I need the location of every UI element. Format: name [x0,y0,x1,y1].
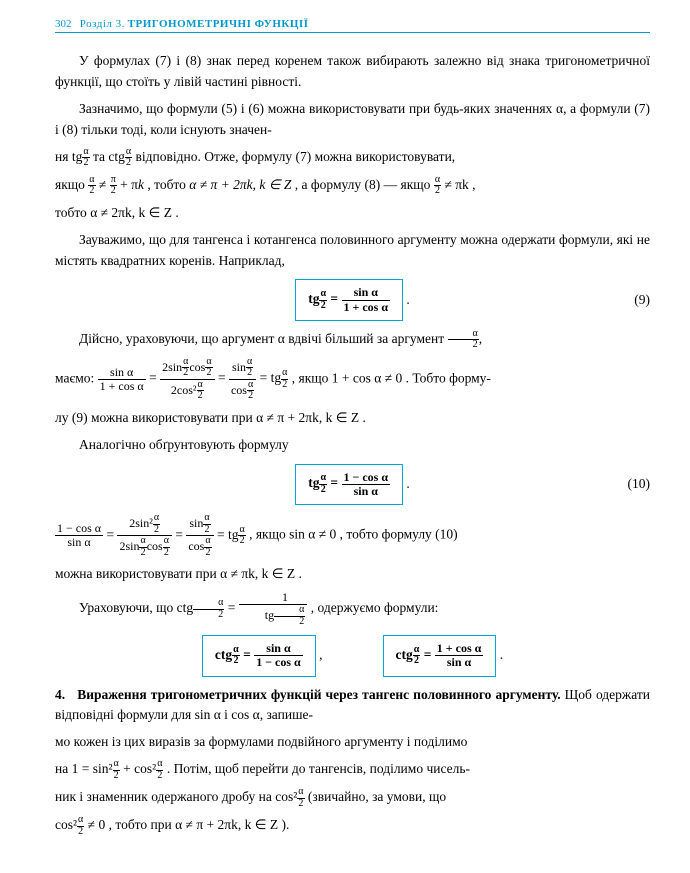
para-8: Аналогічно обґрунтовують формулу [55,435,650,456]
text: , якщо [292,370,332,385]
math-a2: α2 [448,329,479,351]
text: можна використовувати при [55,566,220,581]
eq9-lhs: tgα2 = sin α1 + cos α [308,291,390,306]
math-cond1b: α ≠ π + 2πk, k ∈ Z [189,177,291,192]
section-title: ТРИГОНОМЕТРИЧНІ ФУНКЦІЇ [128,18,309,30]
final-cond: α ≠ π + 2πk, k ∈ Z [175,817,278,832]
page-header: 302 Розділ 3. ТРИГОНОМЕТРИЧНІ ФУНКЦІЇ [55,18,650,33]
one-eq: 1 = sin²α2 + cos²α2 [72,761,167,776]
sec4-d: ник і знаменник одержаного дробу на cos²… [55,787,650,809]
text: маємо: [55,370,98,385]
text: . [362,410,365,425]
section-prefix: Розділ 3. [80,18,125,30]
para-2b: ня tgα2 та ctgα2 відповідно. Отже, форму… [55,147,650,169]
text: ня [55,149,72,164]
math-cond2: α2 ≠ πk [434,177,472,192]
text: . Потім, щоб перейти до тангенсів, поділ… [167,761,470,776]
para-6: маємо: sin α1 + cos α = 2sinα2cosα2 2cos… [55,357,650,402]
section-4: 4. Вираження тригонометричних функцій че… [55,685,650,727]
text: Дійсно, ураховуючи, що аргумент α вдвічі… [79,331,448,346]
para-3b: тобто α ≠ 2πk, k ∈ Z . [55,203,650,224]
sec4-num: 4. [55,687,65,702]
chain9-cond: 1 + cos α ≠ 0 [332,370,402,385]
sec4-c: на 1 = sin²α2 + cos²α2 . Потім, щоб пере… [55,759,650,781]
math-cond3: α ≠ 2πk, k ∈ Z [90,205,172,220]
eq10-number: (10) [628,474,651,495]
text: лу (9) можна використовувати при [55,410,256,425]
ctg-def: ctgα2 = 1 tgα2 [177,600,311,615]
text: , тобто [147,177,189,192]
para-9: 1 − cos αsin α = 2sin²α2 2sinα2cosα2 = s… [55,513,650,558]
text: , якщо [249,527,289,542]
text: тобто [55,205,90,220]
text: , тобто при [109,817,176,832]
para-4: Зауважимо, що для тангенса і котангенса … [55,230,650,272]
chain-9: sin α1 + cos α = 2sinα2cosα2 2cos²α2 = s… [98,370,292,385]
chain-10: 1 − cos αsin α = 2sin²α2 2sinα2cosα2 = s… [55,527,249,542]
text: (звичайно, за умови, що [308,789,446,804]
formula-box-ctg2: ctgα2 = 1 + cos αsin α [383,635,497,676]
text: . [175,205,178,220]
text: якщо [55,177,88,192]
math-ctg-a2: ctgα2 [108,149,135,164]
box-pair-2: ctgα2 = 1 + cos αsin α . [383,635,504,676]
math-tg-a2: tgα2 [72,149,93,164]
para-10: можна використовувати при α ≠ πk, k ∈ Z … [55,564,650,585]
para-5: Дійсно, ураховуючи, що аргумент α вдвічі… [55,329,650,351]
text: , одержуємо формули: [311,600,439,615]
para-7: лу (9) можна використовувати при α ≠ π +… [55,408,650,429]
page: 302 Розділ 3. ТРИГОНОМЕТРИЧНІ ФУНКЦІЇ У … [0,0,690,873]
formula-box-ctg1: ctgα2 = sin α1 − cos α [202,635,316,676]
para-1: У формулах (7) і (8) знак перед коренем … [55,51,650,93]
formula-9-box: tgα2 = sin α1 + cos α [295,279,403,320]
cond10: α ≠ πk, k ∈ Z [220,566,295,581]
math-cond1: α2 ≠ π2 + πk [88,177,147,192]
para-2a: Зазначимо, що формули (5) і (6) можна ви… [55,99,650,141]
text: на [55,761,72,776]
text: , [479,331,482,346]
formula-10-row: tgα2 = 1 − cos αsin α . (10) [55,464,650,505]
two-box-row: ctgα2 = sin α1 − cos α , ctgα2 = 1 + cos… [55,635,650,676]
text: , тобто формулу (10) [340,527,458,542]
cond9: α ≠ π + 2πk, k ∈ Z [256,410,359,425]
formula-9-row: tgα2 = sin α1 + cos α . (9) [55,279,650,320]
para-3: якщо α2 ≠ π2 + πk , тобто α ≠ π + 2πk, k… [55,175,650,197]
text: , а формулу (8) — якщо [295,177,434,192]
body: У формулах (7) і (8) знак перед коренем … [55,51,650,837]
text: . [299,566,302,581]
formula-10-box: tgα2 = 1 − cos αsin α [295,464,403,505]
text: та [93,149,108,164]
sec4-e: cos²α2 ≠ 0 , тобто при α ≠ π + 2πk, k ∈ … [55,815,650,837]
text: , [472,177,475,192]
sec4-title: Вираження тригонометричних функцій через… [77,687,560,702]
page-number: 302 [55,18,72,30]
text: відповідно. Отже, формулу (7) можна вико… [136,149,456,164]
cos2-a2: cos²α2 [275,789,308,804]
box-pair-1: ctgα2 = sin α1 − cos α , [202,635,323,676]
text: . Тобто форму- [406,370,491,385]
eq9-number: (9) [634,290,650,311]
eq10: tgα2 = 1 − cos αsin α [308,475,390,490]
para-11: Ураховуючи, що ctgα2 = 1 tgα2 , одержуєм… [55,591,650,627]
chain10-cond: sin α ≠ 0 [289,527,336,542]
cos2-ne0: cos²α2 ≠ 0 [55,817,109,832]
text: ник і знаменник одержаного дробу на [55,789,275,804]
sec4-b: мо кожен із цих виразів за формулами под… [55,732,650,753]
text: Ураховуючи, що [79,600,177,615]
text: ). [281,817,289,832]
